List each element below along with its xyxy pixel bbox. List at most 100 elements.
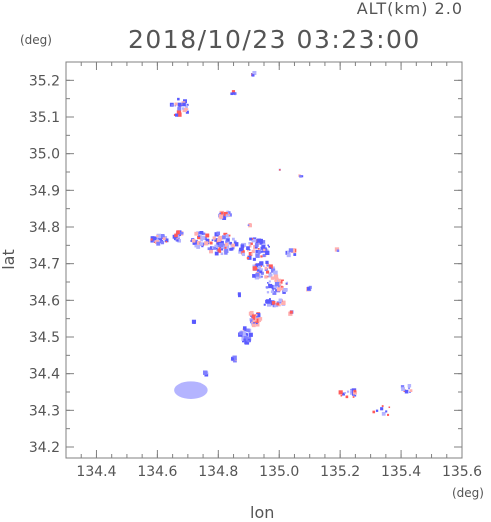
echo-pixel bbox=[279, 169, 281, 171]
echo-pixel bbox=[174, 104, 177, 107]
echo-pixel bbox=[250, 319, 253, 322]
echo-pixel bbox=[269, 283, 272, 287]
y-tick-label: 35.0 bbox=[29, 147, 60, 163]
echo-pixel bbox=[246, 246, 250, 250]
echo-pixel bbox=[258, 275, 262, 279]
echo-pixel bbox=[336, 249, 340, 252]
echo-pixel bbox=[201, 245, 204, 248]
echo-pixel bbox=[224, 244, 230, 249]
echo-pixel bbox=[209, 249, 213, 254]
echo-pixel bbox=[223, 232, 228, 237]
echo-pixel bbox=[198, 235, 200, 238]
echo-pixel bbox=[400, 385, 405, 389]
x-tick-label: 135.0 bbox=[259, 464, 299, 480]
echo-pixel bbox=[212, 236, 216, 240]
echo-pixel bbox=[154, 237, 157, 240]
echo-pixel bbox=[182, 107, 187, 113]
echo-pixel bbox=[234, 93, 237, 96]
echo-pixel bbox=[243, 338, 246, 341]
echo-pixel bbox=[270, 268, 276, 273]
echo-pixel bbox=[277, 285, 281, 289]
echo-pixel bbox=[278, 298, 283, 303]
echo-pixel bbox=[246, 328, 250, 332]
echo-pixel bbox=[269, 298, 271, 301]
echo-pixel bbox=[209, 241, 213, 245]
echo-pixel bbox=[275, 289, 278, 292]
echo-pixel bbox=[253, 322, 255, 324]
echo-pixel bbox=[265, 262, 270, 266]
echo-pixel bbox=[274, 277, 279, 282]
echo-pixel bbox=[156, 233, 162, 239]
echo-patch bbox=[174, 381, 208, 399]
echo-pixel bbox=[267, 282, 269, 284]
echo-pixel bbox=[205, 233, 210, 238]
echo-pixel bbox=[251, 249, 255, 254]
echo-pixel bbox=[255, 263, 261, 268]
echo-pixel bbox=[408, 387, 410, 390]
echo-pixel bbox=[246, 257, 250, 260]
echo-pixel bbox=[263, 303, 266, 306]
echo-pixel bbox=[264, 275, 268, 279]
echo-pixel bbox=[252, 257, 256, 261]
echo-pixel bbox=[291, 249, 296, 254]
echo-pixel bbox=[352, 396, 355, 398]
echo-pixel bbox=[388, 406, 391, 409]
echo-pixel bbox=[247, 340, 250, 343]
echo-pixel bbox=[251, 74, 255, 77]
echo-pixel bbox=[387, 413, 390, 416]
echo-pixel bbox=[265, 250, 270, 256]
echo-pixel bbox=[255, 322, 260, 327]
echo-pixel bbox=[293, 253, 297, 256]
echo-pixel bbox=[241, 340, 245, 343]
echo-pixel bbox=[261, 245, 266, 250]
echo-pixel bbox=[270, 290, 274, 294]
echo-pixel bbox=[266, 264, 269, 267]
echo-pixel bbox=[153, 241, 156, 244]
echo-pixel bbox=[161, 234, 165, 239]
y-tick-label: 34.6 bbox=[29, 293, 60, 309]
echo-pixel bbox=[251, 319, 255, 323]
echo-pixel bbox=[252, 70, 257, 76]
echo-pixel bbox=[264, 266, 268, 270]
echo-pixel bbox=[263, 248, 266, 252]
echo-pixel bbox=[216, 231, 221, 236]
echo-pixel bbox=[231, 237, 235, 241]
echo-pixel bbox=[177, 106, 182, 111]
x-tick-label: 134.6 bbox=[137, 464, 177, 480]
echo-pixel bbox=[276, 302, 280, 306]
echo-pixel bbox=[307, 287, 311, 291]
echo-pixel bbox=[150, 238, 153, 241]
echo-pixel bbox=[259, 261, 264, 266]
echo-pixel bbox=[232, 355, 237, 360]
echo-pixel bbox=[265, 270, 270, 274]
echo-pixel bbox=[255, 321, 258, 325]
echo-pixel bbox=[215, 247, 218, 250]
echo-pixel bbox=[181, 107, 185, 110]
echo-pixel bbox=[281, 300, 286, 306]
echo-pixel bbox=[251, 314, 256, 319]
echo-pixel bbox=[308, 285, 312, 289]
echo-pixel bbox=[196, 240, 201, 245]
echo-pixel bbox=[252, 238, 257, 243]
echo-pixel bbox=[244, 340, 248, 345]
echo-pixel bbox=[225, 214, 229, 218]
echo-pixel bbox=[283, 288, 288, 293]
echo-pixel bbox=[152, 237, 156, 241]
echo-pixel bbox=[266, 302, 272, 307]
echo-pixel bbox=[274, 303, 279, 308]
echo-pixel bbox=[225, 240, 228, 244]
echo-pixel bbox=[257, 238, 262, 243]
echo-pixel bbox=[259, 270, 263, 274]
echo-pixel bbox=[268, 245, 270, 248]
echo-pixel bbox=[222, 235, 226, 240]
echo-pixel bbox=[268, 283, 271, 286]
echo-pixel bbox=[338, 390, 343, 395]
echo-pixel bbox=[269, 272, 272, 275]
echo-pixel bbox=[248, 244, 252, 248]
echo-pixel bbox=[262, 243, 266, 247]
echo-pixel bbox=[228, 241, 231, 245]
echo-pixel bbox=[301, 175, 304, 178]
echo-pixel bbox=[276, 287, 282, 292]
echo-pixel bbox=[176, 230, 180, 235]
x-tick-label: 134.4 bbox=[76, 464, 116, 480]
